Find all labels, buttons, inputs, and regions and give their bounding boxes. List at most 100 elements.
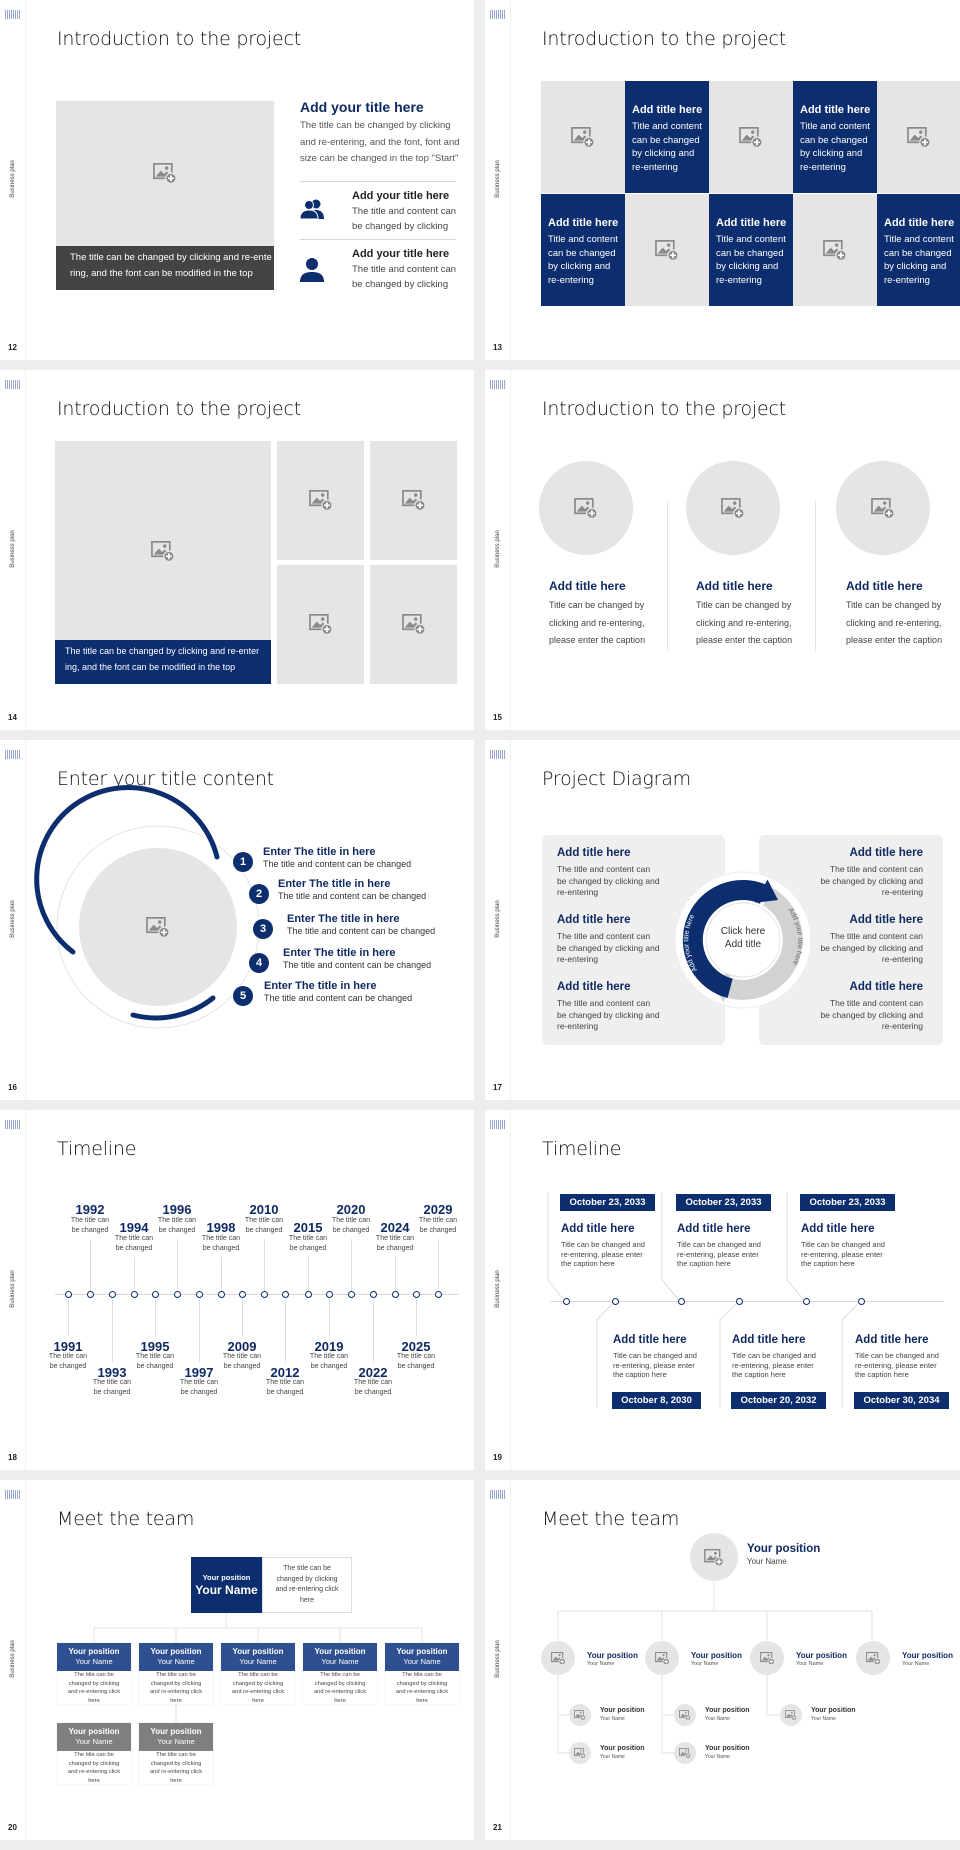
logo-mark xyxy=(490,380,505,389)
content-card[interactable]: Add title here Title and content can be ch… xyxy=(877,194,960,306)
timeline-node[interactable] xyxy=(196,1291,203,1298)
page-number: 19 xyxy=(493,1453,502,1462)
step-title: Enter The title in here xyxy=(263,846,376,858)
image-add-icon xyxy=(679,1709,691,1721)
event-year: 2025 xyxy=(401,1339,431,1354)
step-text: The title and content can be changed xyxy=(287,926,436,936)
timeline-node[interactable] xyxy=(261,1291,268,1298)
slide-20: Business plan 20 Meet the team Your positio… xyxy=(0,1480,474,1840)
timeline-node[interactable] xyxy=(65,1291,72,1298)
timeline-node[interactable] xyxy=(87,1291,94,1298)
connector-line xyxy=(155,1299,156,1336)
image-placeholder[interactable] xyxy=(750,1641,784,1675)
content-card[interactable]: Add title here Title and content can be ch… xyxy=(709,194,793,306)
timeline-node[interactable] xyxy=(348,1291,355,1298)
timeline-node[interactable] xyxy=(326,1291,333,1298)
lead-card[interactable]: Your position Your Name xyxy=(191,1557,262,1613)
graphic-shape xyxy=(823,239,843,256)
content-card[interactable]: Add title here Title and content can be ch… xyxy=(541,194,625,306)
member-card[interactable]: Your position Your Name The title can be ch… xyxy=(139,1643,213,1704)
timeline-node[interactable] xyxy=(678,1298,685,1305)
lead-position: Your position xyxy=(747,1543,821,1555)
timeline-node[interactable] xyxy=(152,1291,159,1298)
image-placeholder[interactable] xyxy=(569,1704,591,1726)
timeline-node[interactable] xyxy=(612,1298,619,1305)
timeline-node[interactable] xyxy=(858,1298,865,1305)
image-placeholder[interactable] xyxy=(370,565,457,684)
image-placeholder[interactable] xyxy=(793,194,877,306)
graphic-shape xyxy=(785,1709,797,1721)
timeline-node[interactable] xyxy=(109,1291,116,1298)
timeline-node[interactable] xyxy=(174,1291,181,1298)
event-text: The title can xyxy=(396,1353,436,1360)
timeline-node[interactable] xyxy=(435,1291,442,1298)
member-card[interactable]: Your position Your Name The title can be ch… xyxy=(221,1643,295,1704)
event-year: 1997 xyxy=(184,1365,214,1380)
text-line: The title and content can xyxy=(829,931,923,941)
side-label: Business plan xyxy=(495,160,501,198)
image-placeholder[interactable] xyxy=(569,1742,591,1764)
timeline-node[interactable] xyxy=(131,1291,138,1298)
member-header: Your position Your Name xyxy=(385,1643,459,1671)
timeline-node[interactable] xyxy=(305,1291,312,1298)
timeline-node[interactable] xyxy=(239,1291,246,1298)
timeline-node[interactable] xyxy=(282,1291,289,1298)
member-card[interactable]: Your position Your Name The title can be ch… xyxy=(139,1723,213,1784)
text-line: The title can be xyxy=(238,1672,278,1678)
graphic-shape xyxy=(306,258,318,270)
image-placeholder[interactable] xyxy=(277,565,364,684)
text-line: changed by clicking xyxy=(396,1680,448,1687)
content-card[interactable]: Add title here Title and content can be ch… xyxy=(793,81,877,193)
image-add-icon xyxy=(146,916,170,938)
text-line: Title can be changed and xyxy=(732,1351,816,1360)
timeline-node[interactable] xyxy=(413,1291,420,1298)
graphic-shape xyxy=(581,1754,585,1758)
member-card[interactable]: Your position Your Name The title can be ch… xyxy=(57,1643,131,1704)
image-placeholder[interactable] xyxy=(541,81,625,193)
connector-line xyxy=(373,1299,374,1362)
text-line: Title can be changed and xyxy=(561,1240,645,1249)
logo-mark xyxy=(490,1490,505,1499)
image-placeholder[interactable] xyxy=(674,1704,696,1726)
image-placeholder[interactable] xyxy=(539,461,633,555)
image-placeholder[interactable] xyxy=(877,81,960,193)
timeline-node[interactable] xyxy=(370,1291,377,1298)
logo-mark xyxy=(490,1120,505,1129)
timeline-node[interactable] xyxy=(392,1291,399,1298)
timeline-node[interactable] xyxy=(563,1298,570,1305)
image-placeholder[interactable] xyxy=(625,194,709,306)
graphic-shape xyxy=(416,502,423,509)
member-card[interactable]: Your position Your Name The title can be ch… xyxy=(385,1643,459,1704)
image-placeholder[interactable] xyxy=(277,441,364,560)
image-placeholder[interactable] xyxy=(674,1742,696,1764)
slide-sidebar: Business plan 12 xyxy=(0,0,26,360)
timeline-node[interactable] xyxy=(736,1298,743,1305)
image-placeholder[interactable] xyxy=(709,81,793,193)
image-placeholder[interactable] xyxy=(856,1641,890,1675)
graphic-shape xyxy=(571,126,595,148)
image-placeholder[interactable] xyxy=(645,1641,679,1675)
member-card[interactable]: Your position Your Name The title can be ch… xyxy=(57,1723,131,1784)
cycle-diagram[interactable]: Add your title here Add your title here xyxy=(485,740,960,1100)
event-title: Add title here xyxy=(801,1223,875,1235)
timeline-node[interactable] xyxy=(803,1298,810,1305)
text-line: Title can be changed and xyxy=(677,1240,761,1249)
image-placeholder[interactable] xyxy=(686,461,780,555)
text-line: The title and content can xyxy=(557,864,651,874)
image-placeholder[interactable] xyxy=(541,1641,575,1675)
image-placeholder[interactable] xyxy=(56,101,274,246)
image-placeholder[interactable] xyxy=(370,441,457,560)
image-placeholder[interactable] xyxy=(780,1704,802,1726)
image-placeholder[interactable] xyxy=(836,461,930,555)
text-line: please enter the caption xyxy=(696,635,793,645)
text-line: changed by clicking xyxy=(150,1680,202,1687)
content-card[interactable]: Add title here Title and content can be ch… xyxy=(625,81,709,193)
timeline-axis xyxy=(55,1294,459,1295)
image-placeholder[interactable] xyxy=(690,1533,738,1581)
timeline-node[interactable] xyxy=(218,1291,225,1298)
graphic-shape xyxy=(865,1651,878,1662)
text-line: here xyxy=(88,1778,100,1785)
member-card[interactable]: Your position Your Name The title can be ch… xyxy=(303,1643,377,1704)
text-line: Title can be changed and xyxy=(613,1351,697,1360)
image-placeholder[interactable] xyxy=(79,848,237,1006)
